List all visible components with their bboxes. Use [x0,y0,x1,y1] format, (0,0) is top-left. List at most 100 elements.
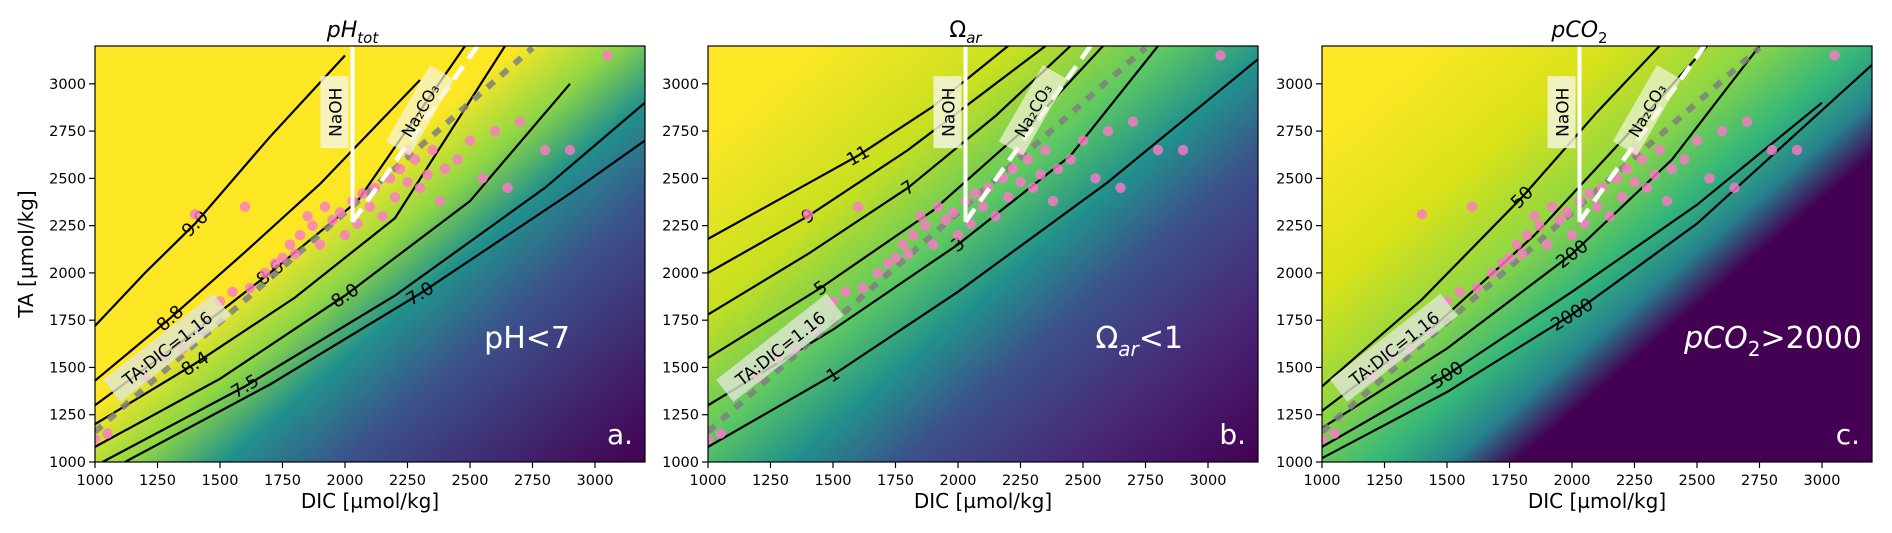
scatter-point [1621,163,1633,175]
scatter-point [339,229,351,241]
scatter-point [564,144,576,156]
scatter-point [259,267,271,279]
scatter-point [294,229,306,241]
scatter-point [1829,50,1840,61]
scatter-point [1471,282,1483,294]
scatter-point [189,209,201,220]
scatter-point [602,50,613,61]
naoh-label-bg [933,76,962,149]
x-tick-label: 3000 [1190,473,1227,489]
scatter-point [952,229,964,241]
scatter-point [708,434,714,445]
y-tick-label: 2500 [1276,171,1313,187]
x-axis-label: DIC [µmol/kg] [1528,489,1666,513]
na2co3-label-bg [1612,65,1682,156]
scatter-point [1416,209,1428,220]
scatter-point [1766,144,1778,156]
panel-label: c. [1836,418,1860,451]
scatter-point [409,154,421,165]
contour-line [708,46,1047,274]
scatter-point [977,201,989,212]
scatter-point [1035,169,1046,180]
contour-line [1322,101,1823,448]
scatter-point [1654,144,1665,156]
y-tick-label: 1000 [49,455,86,471]
scatter-point [872,267,884,279]
panel-label: b. [1219,418,1246,451]
scatter-point [940,214,951,226]
x-axis-label: DIC [µmol/kg] [914,489,1052,513]
scatter-point [1047,195,1059,207]
scatter-point [1591,201,1603,212]
scatter-point [334,207,346,218]
scatter-point [389,192,401,203]
region-label: Ωar<1 [1095,321,1183,361]
x-tick-label: 1250 [752,473,789,489]
scatter-point [489,125,501,137]
scatter-point [947,207,959,218]
scatter-point [427,144,438,156]
x-tick-label: 2500 [1679,473,1716,489]
scatter-point [1007,163,1019,175]
y-tick-label: 1500 [1276,360,1313,376]
scatter-point [1729,182,1740,194]
scatter-point [364,201,376,212]
x-tick-label: 1500 [202,473,239,489]
contour-line [95,46,506,426]
y-tick-label: 1250 [1276,408,1313,424]
scatter-point [1027,182,1039,194]
scatter-point [1329,428,1340,439]
scatter-point [970,188,981,199]
scatter-point [1584,188,1595,199]
y-tick-label: 1000 [662,455,699,471]
scatter-point [1741,116,1753,127]
y-tick-label: 2000 [49,266,86,282]
naoh-label: NaOH [933,76,962,149]
scatter-point [402,176,413,188]
region-label-tail: >2000 [1761,321,1862,356]
na2co3-label-bg [998,65,1068,156]
y-tick-label: 1500 [49,360,86,376]
scatter-point [1529,210,1540,222]
contour-line [1322,46,1761,429]
scatter-point [927,239,939,250]
scatter-point [284,239,296,250]
na2co3-label: Na₂CO₃ [1612,65,1682,156]
scatter-point [1666,163,1678,175]
y-tick-label: 2000 [1276,266,1313,282]
scatter-point [477,173,488,184]
contour-label: 3 [948,233,969,257]
region-label: pH<7 [484,321,570,356]
contour-line [1322,64,1872,460]
x-tick-label: 1250 [139,473,176,489]
naoh-label-text: NaOH [940,88,960,137]
region-label-main: Ω [1095,321,1118,356]
heatmap-background [708,46,1258,462]
panel-title-subscript: tot [357,29,379,47]
x-tick-label: 1500 [1429,473,1466,489]
scatter-point [452,154,463,165]
region-label-subscript: 2 [1748,337,1761,361]
y-tick-label: 2500 [662,171,699,187]
scatter-point [1015,176,1026,188]
axes-frame [94,45,646,463]
contour-line [95,83,571,448]
scatter-point [1215,50,1226,61]
x-tick-label: 1500 [815,473,852,489]
panel-label: a. [607,418,633,451]
contour-line [1322,46,1661,388]
y-tick-label: 1750 [662,313,699,329]
panel-title: Ωar [949,18,982,47]
naoh-label: NaOH [1547,76,1576,149]
scatter-point [357,188,368,199]
panel-2: 1197531NaOHNa₂CO₃TA:DIC=1.16Ωar<1b.10001… [662,18,1259,513]
scatter-point [1546,201,1558,212]
x-tick-label: 1000 [77,473,114,489]
scatter-point [1322,434,1328,445]
scatter-point [1566,229,1578,241]
scatter-point [1466,201,1478,212]
ratio-line [95,46,535,435]
panel-title: pCO2 [1550,18,1607,47]
scatter-point [1511,239,1523,250]
